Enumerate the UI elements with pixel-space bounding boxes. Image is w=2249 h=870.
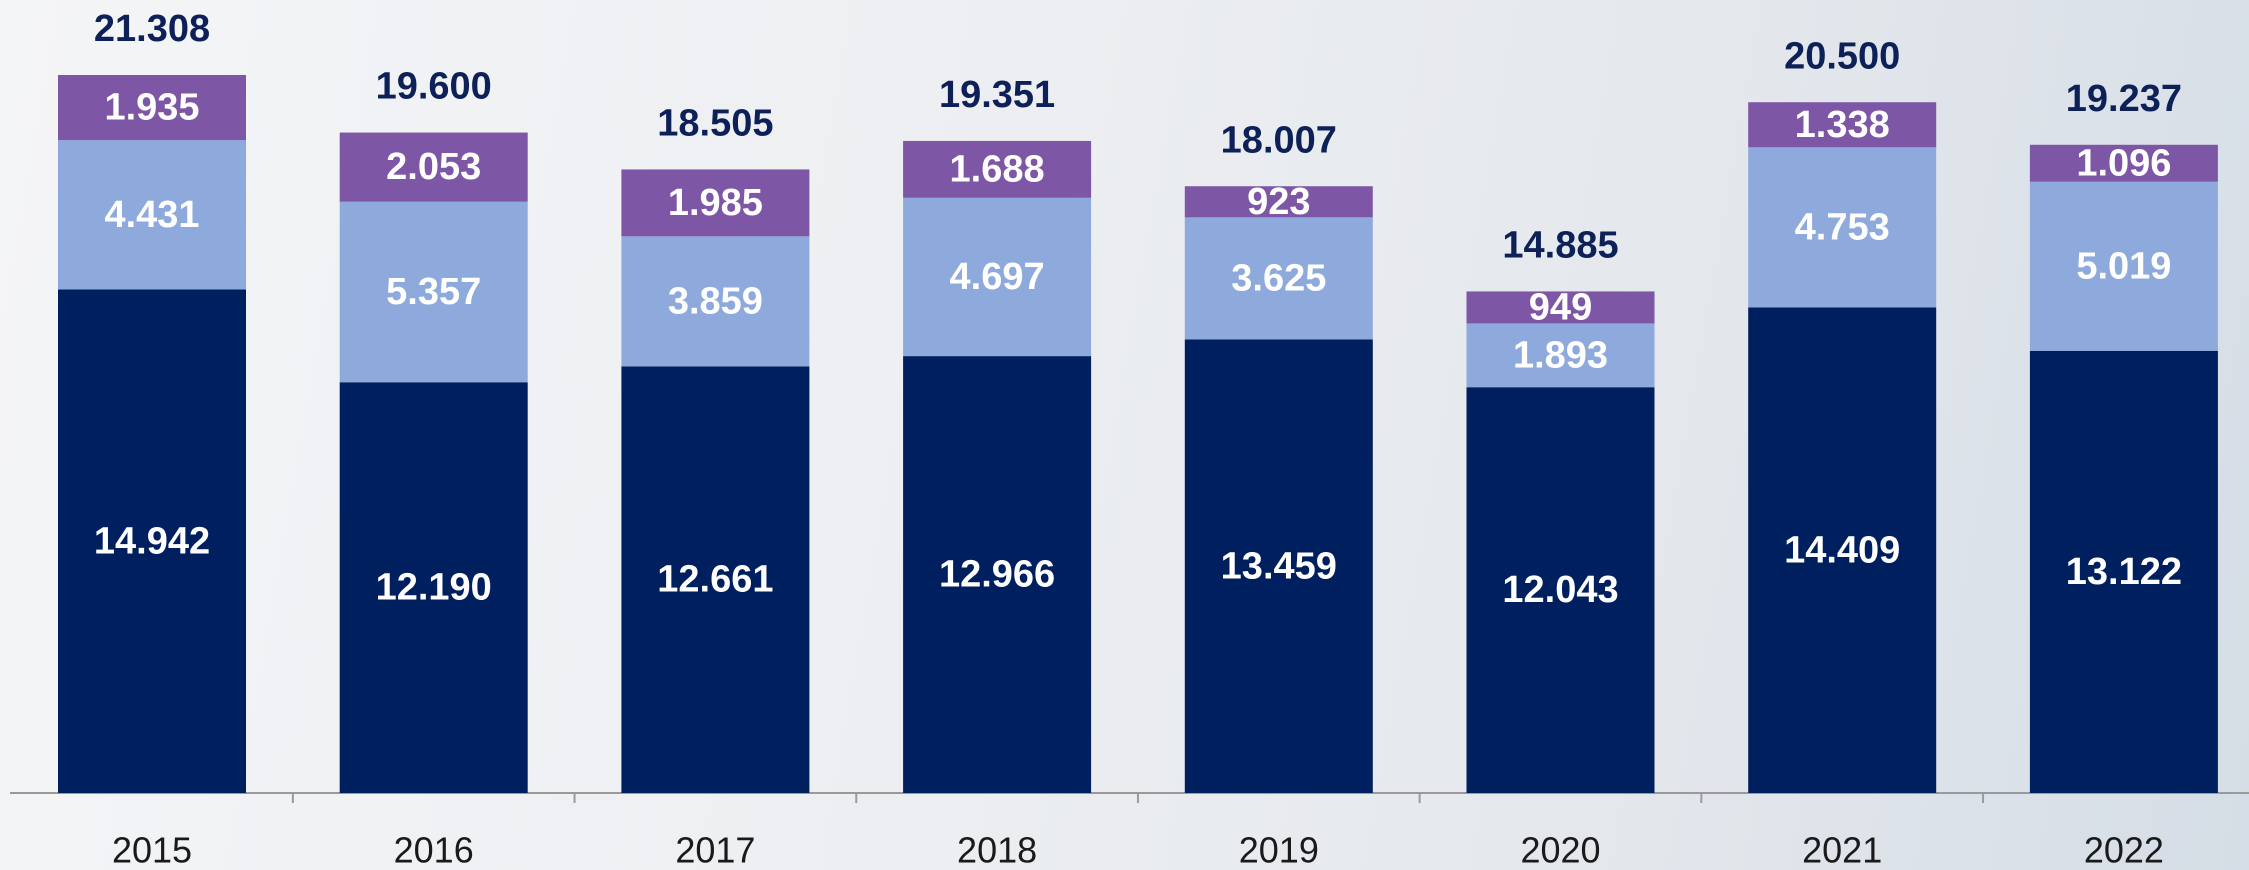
segment-label: 13.459 bbox=[1221, 545, 1337, 587]
total-label: 19.600 bbox=[376, 66, 492, 108]
x-tick-label: 2022 bbox=[2084, 830, 2164, 870]
x-tick-label: 2016 bbox=[394, 830, 474, 870]
segment-label: 3.625 bbox=[1231, 257, 1326, 299]
total-label: 14.885 bbox=[1502, 224, 1618, 266]
segment-label: 13.122 bbox=[2066, 551, 2182, 593]
x-tick-label: 2017 bbox=[675, 830, 755, 870]
segment-label: 5.019 bbox=[2076, 245, 2171, 287]
total-label: 19.351 bbox=[939, 74, 1055, 116]
segment-label: 923 bbox=[1247, 181, 1310, 223]
x-tick-label: 2018 bbox=[957, 830, 1037, 870]
segment-label: 1.688 bbox=[950, 148, 1045, 190]
chart: 14.942 4.431 1.935 21.308 2015 12.190 5.357 2.0… bbox=[0, 0, 2249, 870]
x-tick-label: 2020 bbox=[1520, 830, 1600, 870]
total-label: 18.007 bbox=[1221, 119, 1337, 161]
total-label: 21.308 bbox=[94, 8, 210, 50]
page: {"chart_data": {"type": "stacked-bar", "… bbox=[0, 0, 2249, 870]
segment-label: 4.697 bbox=[950, 256, 1045, 298]
total-label: 20.500 bbox=[1784, 35, 1900, 77]
segment-label: 12.661 bbox=[657, 559, 773, 601]
segment-label: 4.431 bbox=[104, 194, 199, 236]
total-label: 19.237 bbox=[2066, 78, 2182, 120]
segment-label: 5.357 bbox=[386, 271, 481, 313]
segment-label: 1.893 bbox=[1513, 334, 1608, 376]
x-tick-label: 2019 bbox=[1239, 830, 1319, 870]
x-tick-label: 2015 bbox=[112, 830, 192, 870]
segment-label: 1.338 bbox=[1795, 104, 1890, 146]
segment-label: 3.859 bbox=[668, 280, 763, 322]
segment-label: 949 bbox=[1529, 286, 1592, 328]
segment-label: 2.053 bbox=[386, 146, 481, 188]
segment-label: 1.935 bbox=[104, 87, 199, 129]
segment-label: 1.985 bbox=[668, 182, 763, 224]
segment-label: 4.753 bbox=[1795, 206, 1890, 248]
segment-label: 12.966 bbox=[939, 554, 1055, 596]
segment-label: 12.043 bbox=[1502, 569, 1618, 611]
segment-label: 14.409 bbox=[1784, 529, 1900, 571]
x-tick-label: 2021 bbox=[1802, 830, 1882, 870]
segment-label: 1.096 bbox=[2076, 142, 2171, 184]
segment-label: 14.942 bbox=[94, 520, 210, 562]
segment-label: 12.190 bbox=[376, 567, 492, 609]
total-label: 18.505 bbox=[657, 102, 773, 144]
